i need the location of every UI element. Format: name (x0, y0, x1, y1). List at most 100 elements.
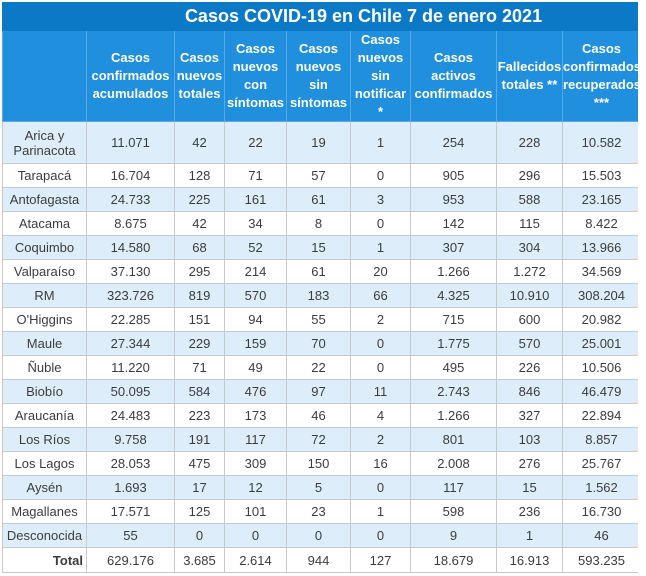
cell-region: Tarapacá (2, 163, 87, 188)
cell-nuevos-sin-notificar: 0 (350, 163, 411, 188)
cell-nuevos-sin-notificar: 3 (350, 187, 411, 212)
cell-nuevos-totales: 584 (174, 379, 225, 404)
cell-nuevos-sin-notificar: 20 (350, 259, 411, 284)
cell-nuevos-con-sintomas: 12 (224, 475, 287, 500)
cell-activos-confirmados: 117 (410, 475, 497, 500)
cell-activos-confirmados: 2.743 (410, 379, 497, 404)
cell-fallecidos-totales: 15 (496, 475, 563, 500)
cell-confirmados-recuperados: 8.422 (561, 211, 642, 236)
cell-confirmados-acumulados: 37.130 (86, 259, 175, 284)
cell-region: Antofagasta (2, 187, 87, 212)
cell-activos-confirmados: 1.266 (410, 403, 497, 428)
cell-nuevos-con-sintomas: 476 (224, 379, 287, 404)
cell-region: Coquimbo (2, 235, 87, 260)
cell-nuevos-sin-sintomas: 55 (286, 307, 351, 332)
header-activos-confirmados: Casos activos confirmados (410, 30, 497, 122)
cell-region: Atacama (2, 211, 87, 236)
table-row: Atacama 8.675 42 34 8 0 142 115 8.422 (2, 211, 642, 236)
header-nuevos-sin-sintomas: Casos nuevos sin síntomas (286, 30, 351, 122)
cell-nuevos-sin-sintomas: 61 (286, 259, 351, 284)
header-region (2, 30, 87, 122)
table-row: O'Higgins 22.285 151 94 55 2 715 600 20.982 (2, 307, 642, 332)
cell-region: Valparaíso (2, 259, 87, 284)
title-corner (2, 2, 87, 31)
cell-confirmados-recuperados: 46.479 (561, 379, 642, 404)
cell-nuevos-con-sintomas: 161 (224, 187, 287, 212)
cell-nuevos-totales: 819 (174, 283, 225, 308)
table-body: Arica y Parinacota 11.071 42 22 19 1 254 228 10.… (2, 121, 642, 573)
cell-nuevos-sin-notificar: 1 (350, 235, 411, 260)
cell-confirmados-acumulados: 11.220 (86, 355, 175, 380)
table-row: RM 323.726 819 570 183 66 4.325 10.910 308.204 (2, 283, 642, 308)
cell-confirmados-acumulados: 24.733 (86, 187, 175, 212)
cell-nuevos-con-sintomas: 94 (224, 307, 287, 332)
table-row: Arica y Parinacota 11.071 42 22 19 1 254 228 10.… (2, 121, 642, 164)
cell-confirmados-acumulados: 16.704 (86, 163, 175, 188)
cell-fallecidos-totales: 600 (496, 307, 563, 332)
cell-nuevos-sin-sintomas: 97 (286, 379, 351, 404)
cell-activos-confirmados: 953 (410, 187, 497, 212)
cell-nuevos-sin-sintomas: 183 (286, 283, 351, 308)
cell-activos-confirmados: 1.775 (410, 331, 497, 356)
header-nuevos-totales: Casos nuevos totales (174, 30, 225, 122)
cell-nuevos-totales: 125 (174, 499, 225, 524)
cell-nuevos-totales: 151 (174, 307, 225, 332)
cell-nuevos-sin-sintomas: 70 (286, 331, 351, 356)
cell-fallecidos-totales: 228 (496, 121, 563, 164)
cell-nuevos-totales: 42 (174, 121, 225, 164)
cell-nuevos-totales: 223 (174, 403, 225, 428)
total-row: Total 629.176 3.685 2.614 944 127 18.679 16.913… (2, 547, 642, 573)
cell-nuevos-totales: 71 (174, 355, 225, 380)
cell-nuevos-sin-notificar: 1 (350, 499, 411, 524)
cell-nuevos-sin-sintomas: 8 (286, 211, 351, 236)
cell-confirmados-acumulados: 323.726 (86, 283, 175, 308)
cell-nuevos-sin-notificar: 4 (350, 403, 411, 428)
cell-nuevos-sin-sintomas: 150 (286, 451, 351, 476)
header-nuevos-sin-notificar: Casos nuevos sin notificar * (350, 30, 411, 122)
cell-nuevos-sin-sintomas: 23 (286, 499, 351, 524)
cell-nuevos-sin-notificar: 1 (350, 121, 411, 164)
cell-confirmados-recuperados: 25.767 (561, 451, 642, 476)
cell-nuevos-con-sintomas: 117 (224, 427, 287, 452)
cell-region: O'Higgins (2, 307, 87, 332)
cell-activos-confirmados: 598 (410, 499, 497, 524)
cell-fallecidos-totales: 570 (496, 331, 563, 356)
table-row: Valparaíso 37.130 295 214 61 20 1.266 1.272 34.5… (2, 259, 642, 284)
cell-nuevos-totales: 17 (174, 475, 225, 500)
total-cell-confirmados-recuperados: 593.235 (561, 547, 642, 573)
cell-nuevos-con-sintomas: 101 (224, 499, 287, 524)
cell-fallecidos-totales: 304 (496, 235, 563, 260)
cell-nuevos-con-sintomas: 49 (224, 355, 287, 380)
cell-confirmados-recuperados: 1.562 (561, 475, 642, 500)
cell-confirmados-acumulados: 1.693 (86, 475, 175, 500)
total-cell-activos-confirmados: 18.679 (410, 547, 497, 573)
cell-region: Biobío (2, 379, 87, 404)
cell-nuevos-con-sintomas: 22 (224, 121, 287, 164)
cell-activos-confirmados: 1.266 (410, 259, 497, 284)
cell-fallecidos-totales: 236 (496, 499, 563, 524)
total-cell-nuevos-sin-sintomas: 944 (286, 547, 351, 573)
header-nuevos-con-sintomas: Casos nuevos con síntomas (224, 30, 287, 122)
cell-confirmados-acumulados: 11.071 (86, 121, 175, 164)
cell-activos-confirmados: 715 (410, 307, 497, 332)
cell-nuevos-sin-notificar: 2 (350, 307, 411, 332)
table-row: Coquimbo 14.580 68 52 15 1 307 304 13.966 (2, 235, 642, 260)
cell-region: Arica y Parinacota (2, 121, 87, 164)
right-margin (638, 0, 646, 576)
cell-fallecidos-totales: 226 (496, 355, 563, 380)
table-row: Los Lagos 28.053 475 309 150 16 2.008 276 25.767 (2, 451, 642, 476)
cell-nuevos-totales: 191 (174, 427, 225, 452)
cell-nuevos-sin-sintomas: 57 (286, 163, 351, 188)
cell-confirmados-recuperados: 13.966 (561, 235, 642, 260)
cell-region: Los Ríos (2, 427, 87, 452)
cell-activos-confirmados: 2.008 (410, 451, 497, 476)
cell-confirmados-acumulados: 9.758 (86, 427, 175, 452)
cell-nuevos-sin-notificar: 0 (350, 523, 411, 548)
cell-nuevos-con-sintomas: 159 (224, 331, 287, 356)
cell-nuevos-totales: 128 (174, 163, 225, 188)
cell-region: Desconocida (2, 523, 87, 548)
cell-nuevos-sin-sintomas: 46 (286, 403, 351, 428)
cell-confirmados-recuperados: 308.204 (561, 283, 642, 308)
cell-fallecidos-totales: 1.272 (496, 259, 563, 284)
cell-nuevos-sin-notificar: 11 (350, 379, 411, 404)
